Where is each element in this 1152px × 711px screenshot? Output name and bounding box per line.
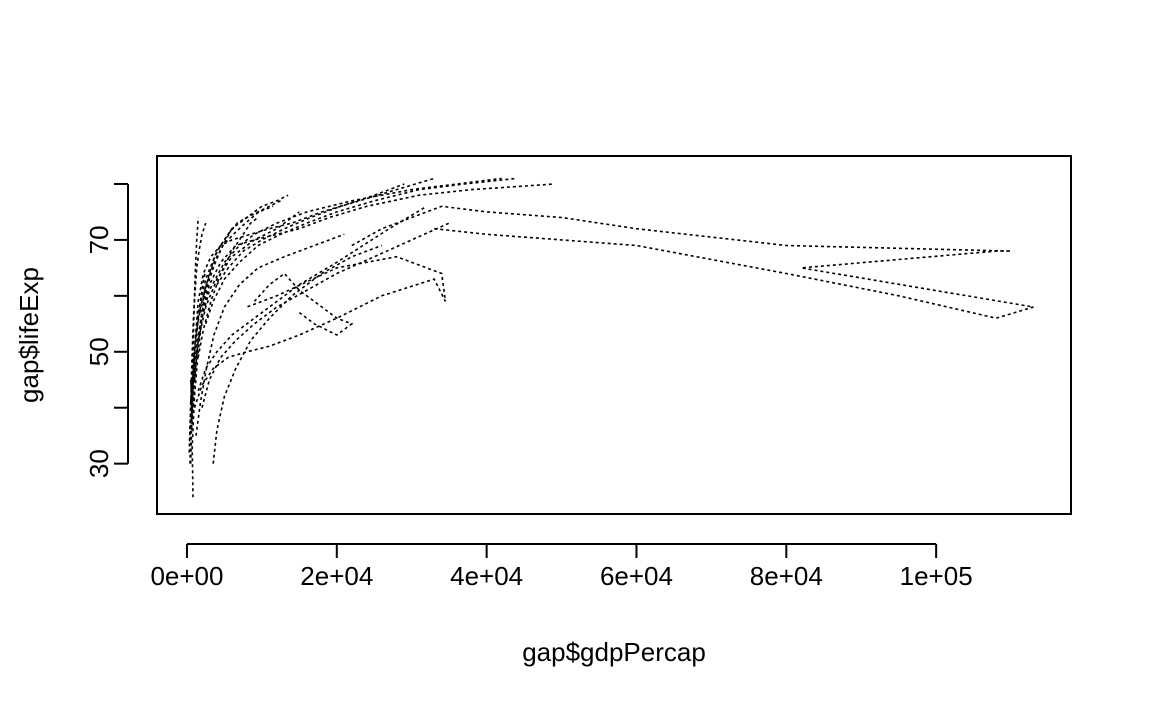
series-line-12	[351, 205, 1034, 320]
y-axis: 30 50 70	[84, 182, 129, 478]
series-line-15	[190, 228, 233, 431]
x-tick-label: 6e+04	[600, 561, 673, 591]
x-axis: 0e+00 2e+04 4e+04 6e+04 8e+04 1e+05	[150, 543, 973, 591]
series-line-9	[197, 205, 428, 392]
series-line-11	[253, 272, 354, 336]
plot-lines	[188, 177, 1034, 498]
y-tick-label: 50	[84, 337, 114, 366]
series-line-10	[193, 255, 447, 408]
series-line-22	[189, 362, 196, 419]
y-tick-label: 70	[84, 225, 114, 254]
y-axis-label: gap$lifeExp	[14, 267, 44, 403]
series-line-5	[201, 222, 450, 408]
series-line-23	[199, 200, 281, 313]
series-line-7	[193, 211, 300, 380]
series-line-1	[191, 177, 502, 498]
x-tick-label: 2e+04	[300, 561, 373, 591]
series-line-20	[197, 216, 259, 358]
series-line-18	[204, 177, 517, 325]
series-line-2	[189, 177, 435, 464]
series-line-3	[190, 183, 555, 419]
series-line-8	[191, 194, 289, 397]
x-tick-label: 4e+04	[450, 561, 523, 591]
x-tick-label: 0e+00	[150, 561, 223, 591]
series-line-19	[216, 183, 405, 286]
series-line-6	[195, 233, 345, 436]
x-tick-label: 8e+04	[750, 561, 823, 591]
plot-frame	[156, 155, 1072, 515]
series-line-4	[212, 244, 383, 464]
x-tick-label: 1e+05	[900, 561, 973, 591]
y-tick-label: 30	[84, 449, 114, 478]
series-line-17	[192, 205, 274, 364]
series-line-14	[188, 222, 207, 453]
x-axis-label: gap$gdpPercap	[522, 637, 706, 667]
